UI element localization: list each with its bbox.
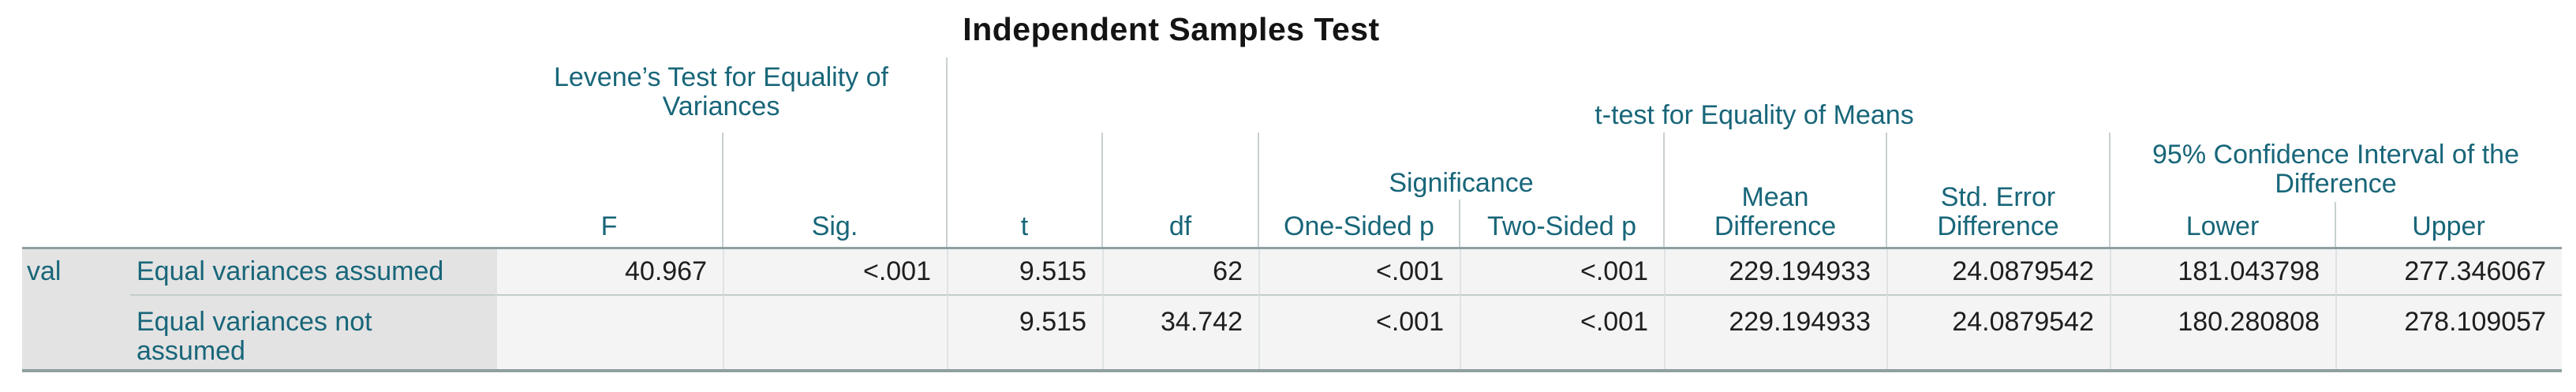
cell-sig: <.001 bbox=[723, 249, 947, 294]
divider-mean-stderror bbox=[1886, 133, 1887, 247]
cell-t: 9.515 bbox=[947, 294, 1102, 369]
cell-std-error-difference: 24.0879542 bbox=[1886, 249, 2110, 294]
group-header-significance: Significance bbox=[1389, 168, 1534, 198]
cell-mean-difference: 229.194933 bbox=[1664, 249, 1886, 294]
row-label: Equal variances assumed bbox=[130, 249, 495, 294]
column-header-one-sided-p: One-Sided p bbox=[1284, 211, 1434, 241]
column-header-ci-upper: Upper bbox=[2412, 211, 2485, 241]
divider-twosided-mean bbox=[1663, 133, 1665, 247]
divider-stderror-ci bbox=[2109, 133, 2111, 247]
cell-one-sided-p: <.001 bbox=[1258, 294, 1460, 369]
divider-lower-upper bbox=[2335, 202, 2336, 247]
cell-df: 34.742 bbox=[1102, 294, 1258, 369]
group-header-confidence-interval: 95% Confidence Interval of the Differenc… bbox=[2152, 140, 2519, 199]
column-header-mean-difference: Mean Difference bbox=[1714, 182, 1837, 241]
row-label: Equal variances not assumed bbox=[130, 294, 495, 369]
cell-ci-lower: 180.280808 bbox=[2110, 294, 2335, 369]
column-header-two-sided-p: Two-Sided p bbox=[1487, 211, 1636, 241]
divider-f-sig bbox=[722, 133, 723, 247]
group-header-t-test: t-test for Equality of Means bbox=[1595, 100, 1914, 130]
cell-df: 62 bbox=[1102, 249, 1258, 294]
cell-mean-difference: 229.194933 bbox=[1664, 294, 1886, 369]
column-header-ci-lower: Lower bbox=[2185, 211, 2260, 241]
cell-two-sided-p: <.001 bbox=[1460, 294, 1664, 369]
cell-f: 40.967 bbox=[495, 249, 723, 294]
cell-t: 9.515 bbox=[947, 249, 1102, 294]
cell-one-sided-p: <.001 bbox=[1258, 249, 1460, 294]
column-header-f: F bbox=[600, 211, 618, 241]
cell-ci-lower: 181.043798 bbox=[2110, 249, 2335, 294]
cell-f bbox=[495, 294, 723, 369]
table-title: Independent Samples Test bbox=[963, 11, 1380, 47]
cell-sig bbox=[723, 294, 947, 369]
divider-levene-ttest bbox=[946, 58, 948, 247]
cell-ci-upper: 278.109057 bbox=[2335, 294, 2562, 369]
cell-ci-upper: 277.346067 bbox=[2335, 249, 2562, 294]
group-header-levene-test: Levene’s Test for Equality of Variances bbox=[553, 62, 888, 121]
column-header-std-error-difference: Std. Error Difference bbox=[1937, 182, 2059, 241]
cell-std-error-difference: 24.0879542 bbox=[1886, 294, 2110, 369]
cell-two-sided-p: <.001 bbox=[1460, 249, 1664, 294]
divider-onesided-twosided bbox=[1459, 200, 1460, 247]
column-header-df: df bbox=[1168, 211, 1192, 241]
divider-t-df bbox=[1101, 133, 1103, 247]
divider-df-onesided bbox=[1258, 133, 1259, 247]
row-variable-cell: val bbox=[22, 249, 130, 369]
table-body: val Equal variances assumed 40.967 <.001… bbox=[22, 247, 2562, 372]
column-header-sig: Sig. bbox=[811, 211, 858, 241]
column-header-t: t bbox=[1020, 211, 1029, 241]
